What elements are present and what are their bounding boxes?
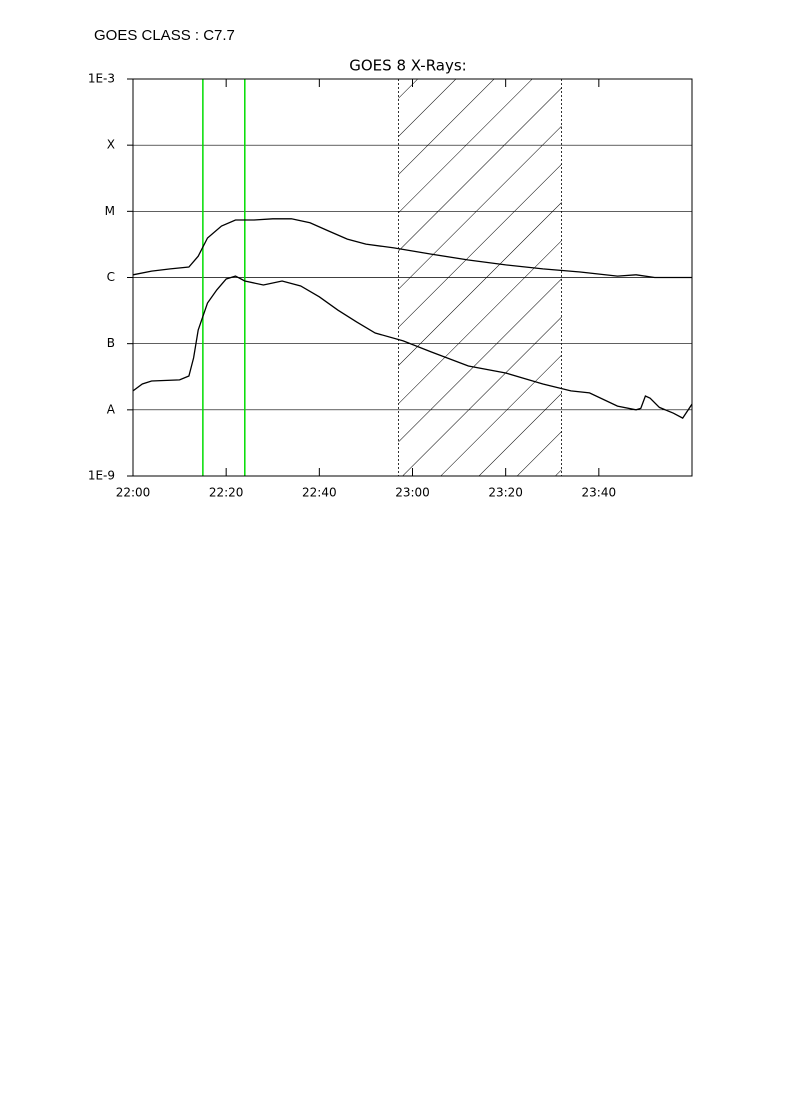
goes-class: GOES CLASS : C7.7 — [94, 27, 235, 44]
x-tick-label: 22:40 — [302, 486, 337, 500]
y-tick-label: 1E-3 — [88, 72, 115, 86]
y-tick-label: 1E-9 — [88, 469, 115, 483]
y-tick-label: X — [107, 138, 115, 152]
x-tick-label: 22:00 — [116, 486, 151, 500]
y-tick-label: C — [107, 270, 115, 284]
chart-title: GOES 8 X-Rays: — [349, 57, 466, 75]
y-tick-label: M — [105, 204, 115, 218]
x-tick-label: 22:20 — [209, 486, 244, 500]
x-tick-label: 23:40 — [582, 486, 617, 500]
y-tick-label: B — [107, 336, 115, 350]
x-tick-label: 23:00 — [395, 486, 430, 500]
plot-frame — [132, 78, 693, 477]
x-tick-label: 23:20 — [488, 486, 523, 500]
series-line — [132, 275, 693, 419]
series-line — [132, 218, 692, 279]
y-tick-label: A — [107, 402, 116, 416]
